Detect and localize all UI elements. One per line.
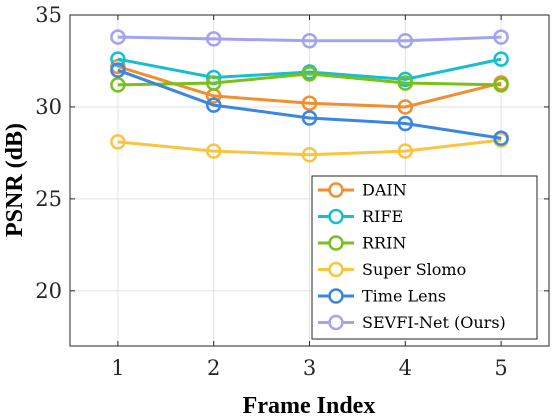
series-time-lens <box>110 62 509 146</box>
data-point <box>493 29 509 45</box>
data-point <box>110 62 126 78</box>
legend-entry: SEVFI-Net (Ours) <box>318 313 506 332</box>
data-point <box>205 143 222 159</box>
x-tick-label: 3 <box>303 356 316 380</box>
legend-label: Time Lens <box>362 287 446 306</box>
data-point <box>110 29 126 45</box>
series-rrin <box>110 66 509 93</box>
series-line <box>117 72 502 87</box>
series-line <box>117 65 502 109</box>
data-point <box>397 143 414 159</box>
legend-swatch-marker <box>328 288 344 304</box>
legend-label: RRIN <box>362 234 406 253</box>
legend-entry: Super Slomo <box>318 260 466 279</box>
series-line <box>117 68 502 140</box>
legend-box <box>311 175 538 340</box>
legend-swatch-marker <box>328 314 344 331</box>
y-tick-label: 30 <box>35 95 62 119</box>
data-point <box>397 75 414 91</box>
data-point <box>301 95 318 112</box>
data-point <box>205 97 222 113</box>
legend-swatch-marker <box>328 261 344 278</box>
y-tick-label: 20 <box>35 279 62 303</box>
data-point <box>397 99 414 115</box>
legend-entry: RRIN <box>318 234 406 253</box>
legend-swatch-marker <box>328 208 344 225</box>
x-tick-label: 1 <box>111 356 124 380</box>
axes <box>69 14 550 347</box>
data-point <box>301 147 318 163</box>
data-point <box>397 32 414 49</box>
data-point <box>301 110 318 126</box>
data-point <box>397 115 414 132</box>
data-point <box>493 130 509 146</box>
data-point <box>110 77 126 93</box>
tick-labels: 1 2 3 4 5 20 25 30 35 <box>35 3 508 380</box>
data-point <box>301 66 318 82</box>
x-axis-label: Frame Index <box>243 393 376 419</box>
data-point <box>110 51 126 67</box>
series-line <box>117 138 502 157</box>
legend-label: DAIN <box>362 181 407 200</box>
legend-entry: RIFE <box>318 207 403 226</box>
legend-label: RIFE <box>362 207 403 226</box>
legend-entry: DAIN <box>318 181 407 200</box>
data-point <box>205 75 222 91</box>
legend-entry: Time Lens <box>318 287 446 306</box>
data-point <box>205 31 222 47</box>
data-point <box>110 134 126 150</box>
series-layer <box>110 29 509 163</box>
series-sevfi-net-ours <box>110 29 509 49</box>
y-tick-label: 35 <box>35 3 62 27</box>
series-line <box>117 35 502 43</box>
x-tick-label: 5 <box>494 356 507 380</box>
y-tick-label: 25 <box>35 187 62 211</box>
legend: DAIN RIFE RRIN Super Slomo Time Lens SEVFI-Ne… <box>311 175 538 340</box>
legend-swatch-marker <box>328 182 344 198</box>
x-tick-label: 4 <box>399 356 412 380</box>
data-point <box>493 77 509 93</box>
legend-label: Super Slomo <box>362 260 466 279</box>
series-line <box>117 57 502 81</box>
x-tick-label: 2 <box>207 356 220 380</box>
legend-label: SEVFI-Net (Ours) <box>362 313 506 332</box>
legend-swatch-marker <box>328 235 344 251</box>
data-point <box>301 32 318 49</box>
y-axis-label: PSNR (dB) <box>2 123 28 237</box>
data-point <box>493 51 509 67</box>
